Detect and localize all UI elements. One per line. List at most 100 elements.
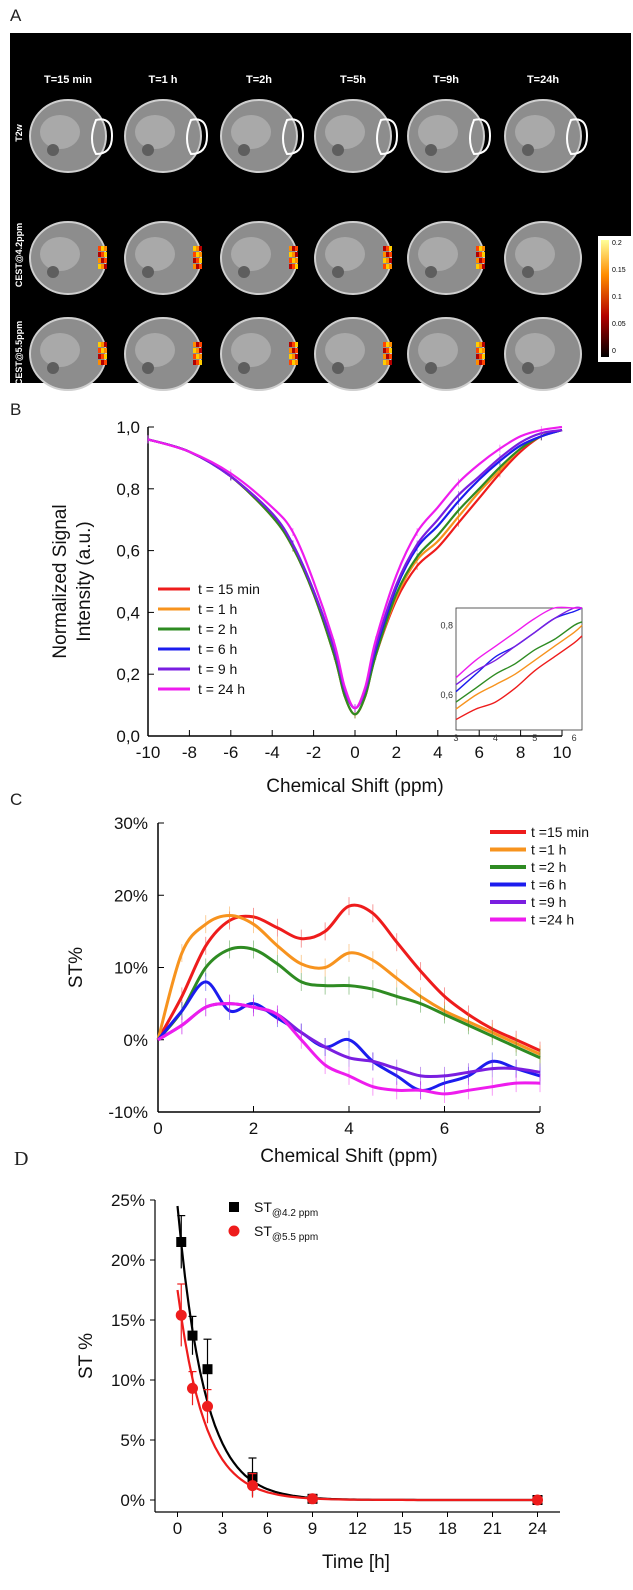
slice-organ [40,333,80,367]
cest-pixel [479,348,482,353]
cest-pixel [482,258,485,263]
cest-pixel [295,342,298,347]
cest-pixel [101,348,104,353]
cest-pixel [289,246,292,251]
chart-st-spectra: 0 2 4 6 8 -10% 0% 10% 20% 30% Chemical Shift (ppm)… [66,814,589,1167]
slice-spine [522,266,534,278]
x-tick-label: -8 [182,743,197,762]
inset-x-tick-label: 4 [493,733,498,743]
mri-slice [124,317,202,391]
cest-pixel [289,252,292,257]
inset-frame [455,607,583,731]
x-tick-label: 21 [483,1519,502,1538]
cest-pixel [98,246,101,251]
mri-slice [504,99,589,173]
cest-pixel [193,252,196,257]
y-axis-title: ST% [66,947,87,988]
slice-spine [522,144,534,156]
x-tick-label: 6 [474,743,483,762]
column-header: T=5h [340,74,366,86]
cest-pixel [292,360,295,365]
cest-pixel [476,252,479,257]
cest-pixel [295,252,298,257]
cest-pixel [482,246,485,251]
slice-organ [40,115,80,149]
cest-pixel [196,360,199,365]
mri-slice [314,317,392,391]
x-tick-label: 15 [393,1519,412,1538]
slice-spine [47,266,59,278]
cest-pixel [292,252,295,257]
cest-pixel [101,252,104,257]
x-tick-label: 4 [433,743,442,762]
legend-label: t =24 h [531,912,574,928]
y-tick-label: 30% [114,814,148,833]
cest-pixel [104,354,107,359]
inset-x-tick-label: 6 [572,733,577,743]
cest-pixel [476,360,479,365]
slice-organ [231,237,271,271]
panel-d-label: D [14,1148,29,1170]
x-tick-label: -4 [265,743,280,762]
cest-pixel [289,258,292,263]
cest-pixel [98,348,101,353]
cest-pixel [196,246,199,251]
cest-pixel [98,354,101,359]
legend-label: t = 15 min [198,581,260,597]
data-point [247,1480,258,1492]
series-line [147,429,563,716]
x-tick-label: 3 [218,1519,227,1538]
slice-organ [418,115,458,149]
slice-spine [522,362,534,374]
cest-pixel [199,252,202,257]
mri-slice [29,99,114,173]
cest-pixel [479,252,482,257]
slice-spine [425,266,437,278]
cest-pixel [196,354,199,359]
cest-pixel [104,264,107,269]
cest-pixel [289,342,292,347]
cest-pixel [101,342,104,347]
slice-organ [40,237,80,271]
cest-pixel [101,360,104,365]
row-label: CEST@4.2ppm [14,223,24,287]
slice-spine [332,144,344,156]
legend-marker [229,1202,239,1212]
x-tick-label: 18 [438,1519,457,1538]
cest-pixel [289,348,292,353]
cest-pixel [482,264,485,269]
mri-slice [504,221,582,295]
mri-slice [29,317,107,391]
slice-spine [142,362,154,374]
inset-series-line [455,621,583,703]
cest-pixel [476,354,479,359]
cest-pixel [295,360,298,365]
y-tick-label: -10% [108,1103,148,1122]
colorbar-tick: 0.15 [612,267,626,274]
x-tick-label: 2 [392,743,401,762]
legend-label: t = 24 h [198,681,245,697]
cest-pixel [292,246,295,251]
cest-pixel [101,264,104,269]
cest-pixel [98,258,101,263]
cest-pixel [479,258,482,263]
x-tick-label: 8 [535,1119,544,1138]
cest-pixel [482,348,485,353]
tumor-roi [469,118,492,156]
mri-slice [29,221,107,295]
data-point [202,1400,213,1412]
x-tick-label: 6 [263,1519,272,1538]
cest-pixel [386,360,389,365]
data-point [532,1494,543,1506]
cest-pixel [479,246,482,251]
inset-x-tick-label: 3 [453,733,458,743]
cest-pixel [199,348,202,353]
cest-pixel [292,342,295,347]
x-tick-label: 6 [440,1119,449,1138]
mri-slice [314,221,392,295]
cest-pixel [292,348,295,353]
cest-pixel [98,360,101,365]
y-tick-label: 0,0 [116,727,140,746]
x-tick-label: -6 [223,743,238,762]
cest-pixel [193,258,196,263]
